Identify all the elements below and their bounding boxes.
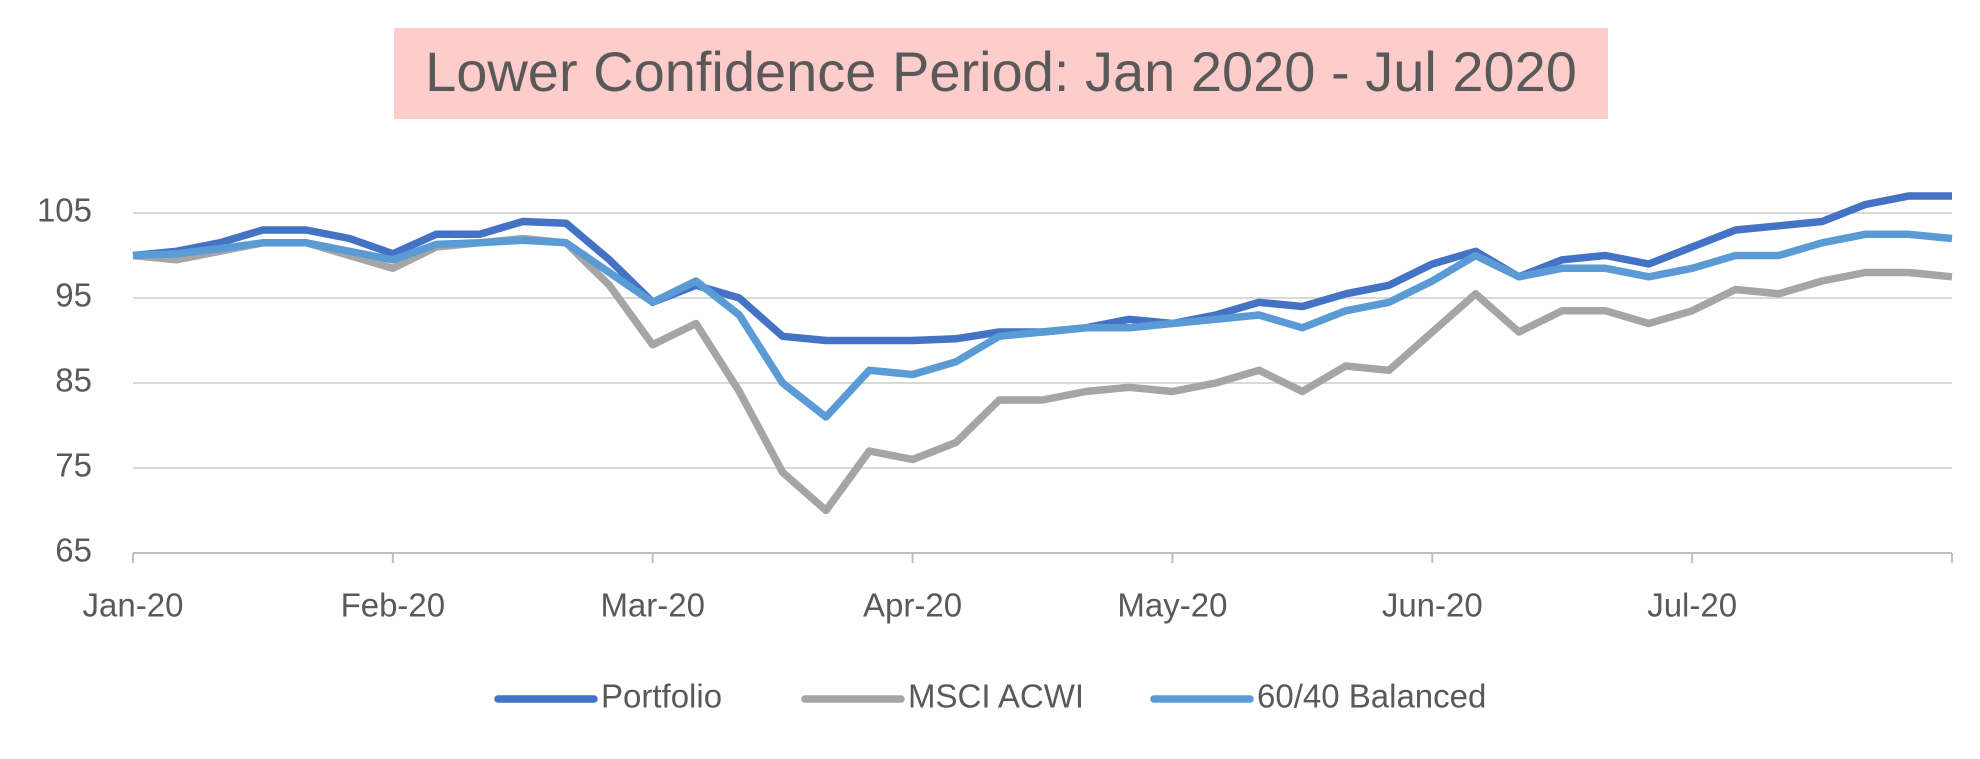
x-tick-label: Jul-20 — [1647, 587, 1737, 624]
legend-label: MSCI ACWI — [908, 678, 1084, 715]
x-tick-label: Mar-20 — [600, 587, 705, 624]
x-tick-label: Jun-20 — [1382, 587, 1483, 624]
x-tick-label: May-20 — [1117, 587, 1227, 624]
chart-title: Lower Confidence Period: Jan 2020 - Jul … — [425, 40, 1577, 103]
title-background — [394, 28, 1608, 119]
series-line — [132, 230, 1953, 421]
x-tick-label: Apr-20 — [863, 587, 962, 624]
y-tick-label: 75 — [55, 447, 92, 484]
y-tick-label: 65 — [55, 532, 92, 569]
legend-label: 60/40 Balanced — [1257, 678, 1486, 715]
x-tick-label: Jan-20 — [83, 587, 184, 624]
series-line — [132, 234, 1953, 515]
y-tick-label: 95 — [55, 277, 92, 314]
legend-label: Portfolio — [601, 678, 722, 715]
x-tick-label: Feb-20 — [341, 587, 446, 624]
y-tick-label: 105 — [37, 192, 92, 229]
y-tick-label: 85 — [55, 362, 92, 399]
